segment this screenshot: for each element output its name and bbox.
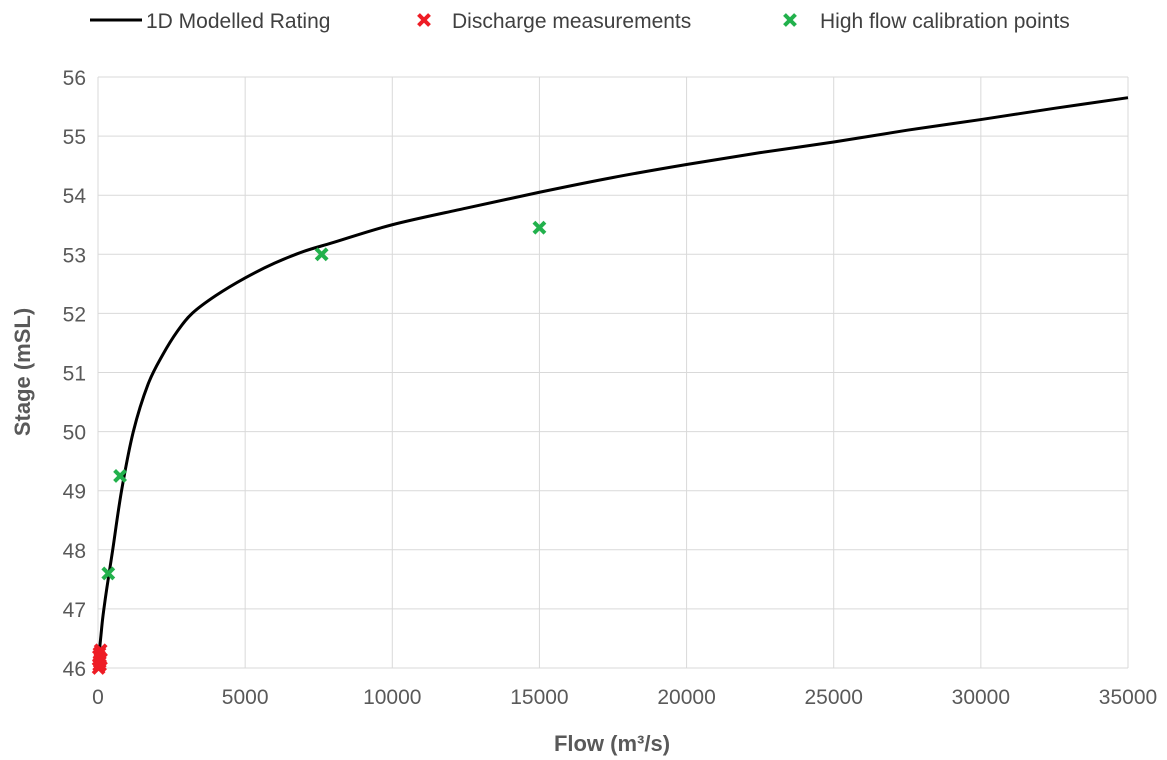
legend-marker-discharge bbox=[417, 13, 431, 27]
legend-label-discharge: Discharge measurements bbox=[452, 10, 691, 33]
x-tick-label: 20000 bbox=[657, 686, 715, 709]
y-tick-label: 49 bbox=[63, 481, 86, 504]
y-tick-label: 51 bbox=[63, 363, 86, 386]
legend-item-calibration: High flow calibration points bbox=[783, 10, 1070, 33]
series-layer bbox=[91, 96, 1129, 675]
legend-marker-calibration bbox=[783, 13, 797, 27]
y-axis-ticks: 46 47 48 49 50 51 52 53 54 55 56 bbox=[63, 67, 87, 681]
x-axis-title: Flow (m³/s) bbox=[554, 731, 670, 756]
series-markers-1 bbox=[91, 643, 108, 675]
x-tick-label: 10000 bbox=[363, 686, 421, 709]
y-tick-label: 52 bbox=[63, 303, 86, 326]
legend-item-rating: 1D Modelled Rating bbox=[90, 10, 330, 33]
series-line-rating bbox=[96, 96, 1129, 669]
y-tick-label: 46 bbox=[63, 658, 86, 681]
y-tick-label: 56 bbox=[63, 67, 86, 90]
legend-label-rating: 1D Modelled Rating bbox=[146, 10, 330, 33]
legend-label-calibration: High flow calibration points bbox=[820, 10, 1070, 33]
y-tick-label: 47 bbox=[63, 599, 86, 622]
legend-x-green bbox=[783, 13, 797, 27]
x-tick-label: 5000 bbox=[222, 686, 269, 709]
y-tick-label: 55 bbox=[63, 126, 86, 149]
data-point-marker bbox=[94, 652, 108, 667]
x-axis-ticks: 0 5000 10000 15000 20000 25000 30000 35000 bbox=[92, 686, 1157, 709]
legend: 1D Modelled Rating Discharge measurement… bbox=[90, 10, 1070, 33]
x-tick-label: 35000 bbox=[1099, 686, 1157, 709]
x-tick-label: 15000 bbox=[510, 686, 568, 709]
x-tick-label: 0 bbox=[92, 686, 104, 709]
series-markers-2 bbox=[101, 220, 547, 581]
x-tick-label: 25000 bbox=[805, 686, 863, 709]
y-axis-title: Stage (mSL) bbox=[10, 308, 35, 436]
data-point-marker bbox=[532, 220, 547, 235]
data-point-marker bbox=[101, 566, 116, 581]
y-tick-label: 54 bbox=[63, 185, 87, 208]
y-tick-label: 48 bbox=[63, 540, 86, 563]
data-point-marker bbox=[113, 469, 127, 483]
legend-item-discharge: Discharge measurements bbox=[417, 10, 691, 33]
y-tick-label: 50 bbox=[63, 422, 86, 445]
y-tick-label: 53 bbox=[63, 244, 86, 267]
x-tick-label: 30000 bbox=[952, 686, 1010, 709]
data-point-marker bbox=[314, 247, 329, 262]
legend-x-red bbox=[417, 13, 431, 27]
gridlines bbox=[97, 76, 1129, 669]
